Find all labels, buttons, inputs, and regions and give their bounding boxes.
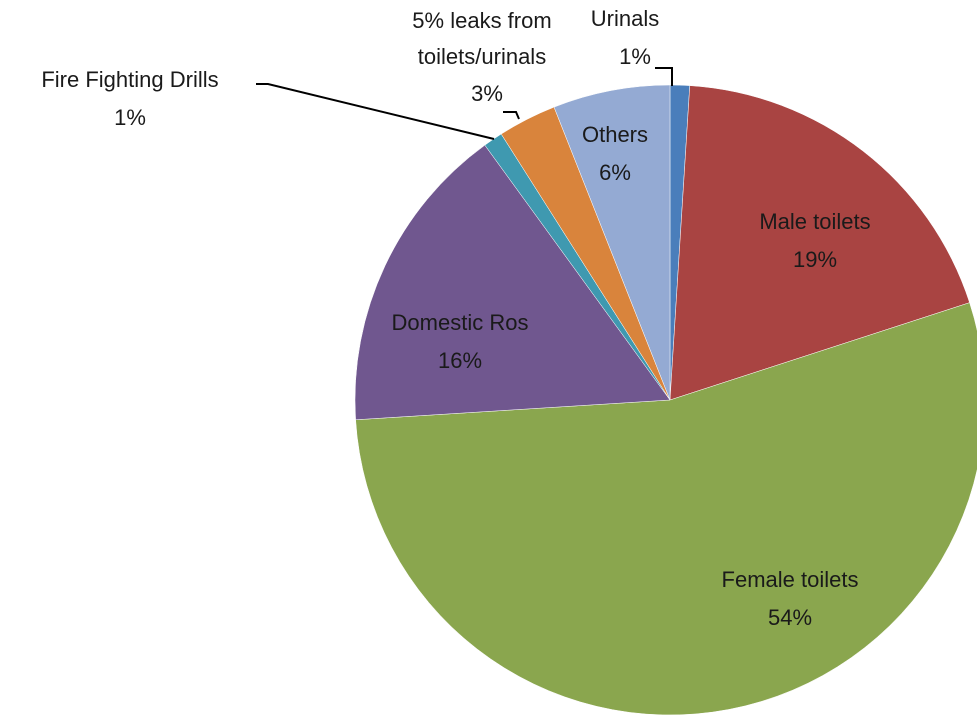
data-label: Others 6% [555,116,675,192]
category-label: Others [581,122,649,147]
category-label: Urinals [590,6,660,31]
data-label: Fire Fighting Drills 1% [0,61,260,137]
category-label: 5% leaks from toilets/urinals [412,8,552,69]
leader-line [503,111,520,120]
data-label: Domestic Ros 16% [360,304,560,380]
category-label: Fire Fighting Drills [41,67,219,92]
value-label: 1% [619,44,651,69]
data-label: Female toilets 54% [680,561,900,637]
value-label: 54% [767,605,813,630]
value-label: 19% [792,247,838,272]
value-label: 1% [114,105,146,130]
pie-slice [553,84,671,401]
data-label: Urinals 1% [555,0,695,76]
category-label: Female toilets [721,567,859,592]
value-label: 6% [599,160,631,185]
pie-slice [669,85,970,401]
data-label: Male toilets 19% [715,203,915,279]
data-label: 5% leaks from toilets/urinals 3% [397,3,567,113]
value-label: 16% [437,348,483,373]
pie-slice [354,144,671,421]
value-label: 3% [471,81,503,106]
category-label: Domestic Ros [391,310,529,335]
leader-line [655,67,673,86]
leader-line [256,83,495,140]
pie-slice [355,302,977,715]
category-label: Male toilets [759,209,871,234]
